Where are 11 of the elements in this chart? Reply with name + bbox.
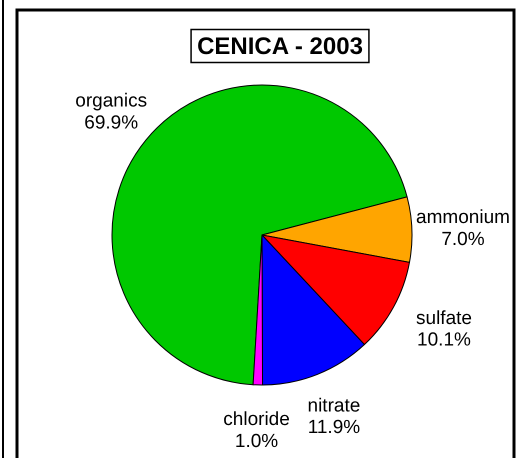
- slice-label: chloride: [223, 408, 290, 430]
- data-label: 10.1%: [417, 329, 472, 350]
- slice-label: organics: [75, 90, 148, 111]
- chart-title: CENICA - 2003: [197, 32, 363, 60]
- data-label: 7.0%: [441, 228, 485, 250]
- slice-label: ammonium: [416, 206, 510, 228]
- data-label: 11.9%: [308, 416, 360, 438]
- slice-label: sulfate: [416, 307, 472, 328]
- data-label: 69.9%: [84, 112, 138, 133]
- data-label: 1.0%: [234, 430, 278, 452]
- slice-label: nitrate: [308, 394, 360, 416]
